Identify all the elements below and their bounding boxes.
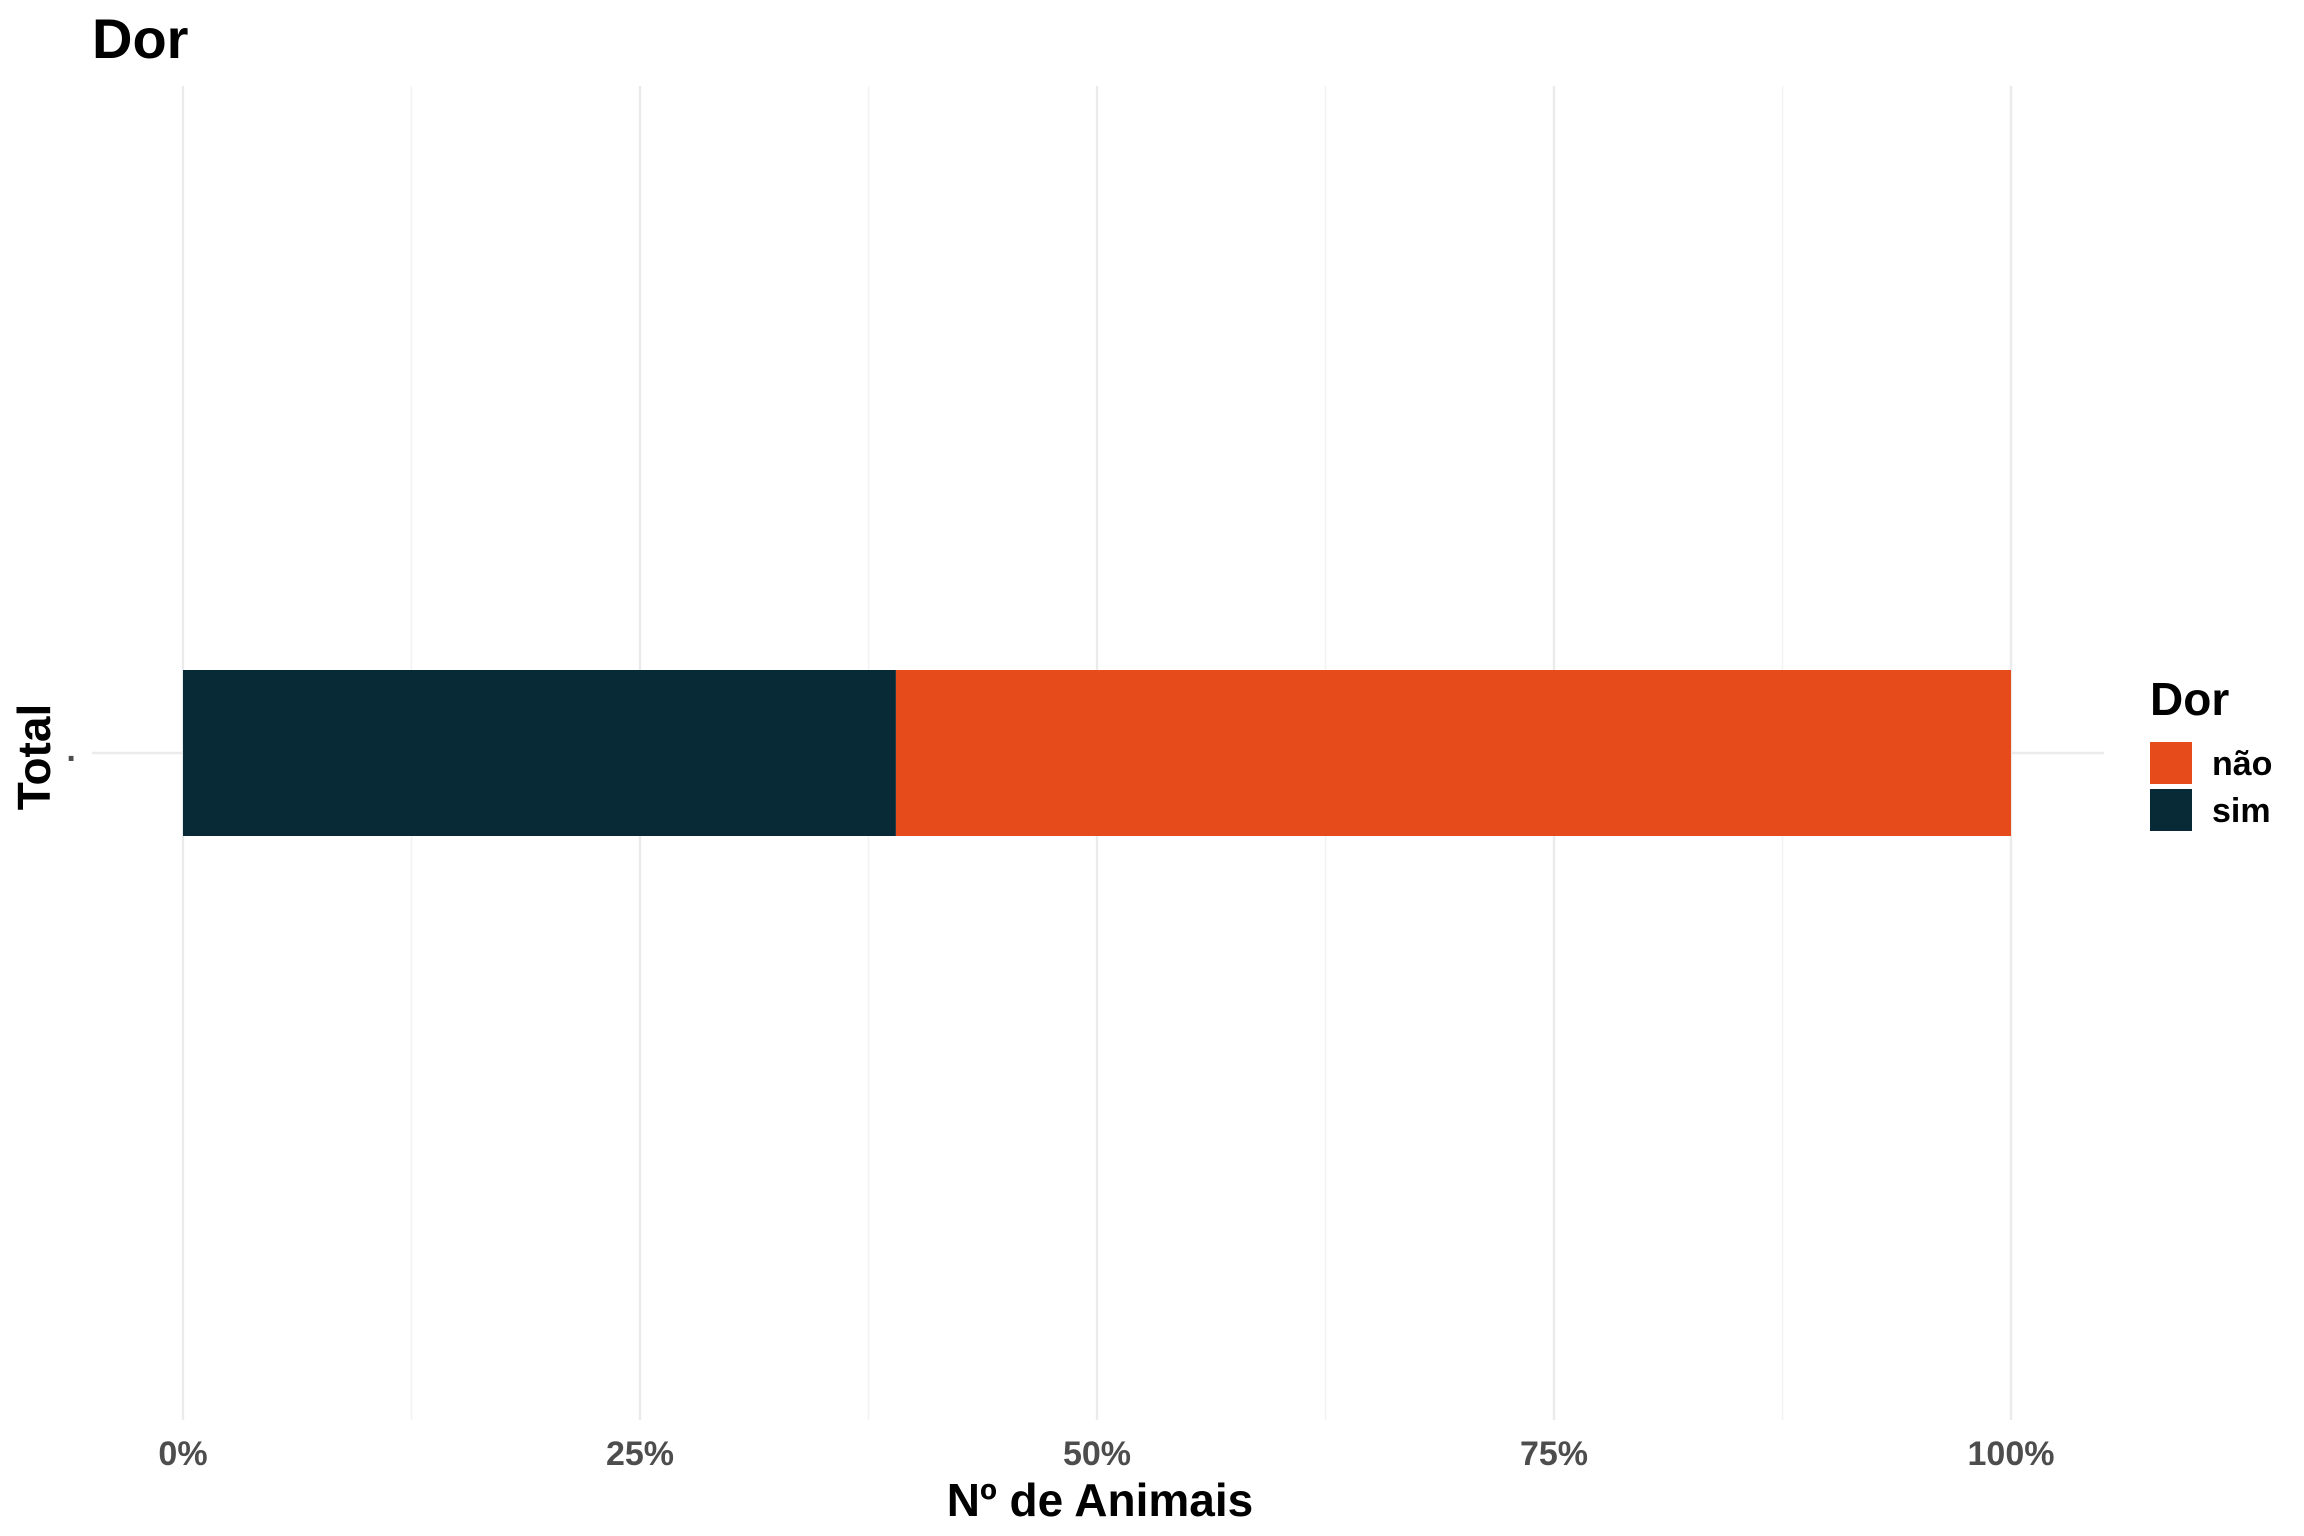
x-axis-ticks: 0% 25% 50% 75% 100% <box>158 1435 2054 1473</box>
legend: Dor não sim <box>2150 673 2272 831</box>
bars <box>183 670 2012 836</box>
x-tick-label: 25% <box>606 1435 674 1473</box>
legend-label-sim: sim <box>2212 792 2271 830</box>
legend-key-sim <box>2150 789 2192 831</box>
y-tick-label: · <box>66 740 77 778</box>
x-tick-label: 50% <box>1063 1435 1131 1473</box>
legend-title: Dor <box>2150 673 2229 725</box>
y-axis-title: Total <box>8 704 60 810</box>
x-tick-label: 100% <box>1968 1435 2055 1473</box>
bar-segment-não <box>895 670 2012 836</box>
x-tick-label: 75% <box>1520 1435 1588 1473</box>
x-tick-label: 0% <box>158 1435 207 1473</box>
legend-label-não: não <box>2212 745 2272 783</box>
legend-key-não <box>2150 742 2192 784</box>
bar-segment-sim <box>183 670 896 836</box>
x-axis-title: Nº de Animais <box>947 1474 1254 1526</box>
chart-title: Dor <box>92 7 188 70</box>
